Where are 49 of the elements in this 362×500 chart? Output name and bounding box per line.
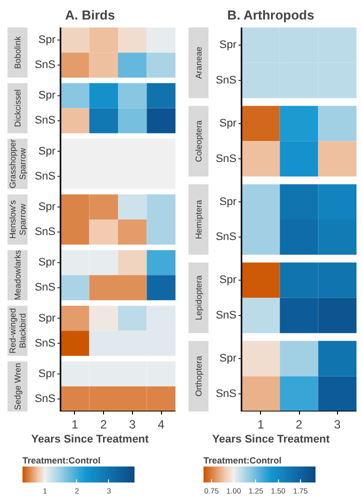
y-tick-label: SnS [216,152,237,165]
text: Henslow's Sparrow [8,200,28,239]
y-tick-label: SnS [216,74,237,86]
x-tick-label: 2 [296,418,303,432]
y-tick-label: SnS [34,170,56,182]
y-tick-label: SnS [34,392,56,405]
y-tick-label: Spr [219,274,237,286]
text: Coleoptera [194,120,204,162]
text: Hemiptera [194,200,204,240]
text: Meadowlarks [12,250,22,300]
text: Dickcissel [12,89,22,128]
chart-title: B. Arthropods [227,8,314,22]
y-tick-label: Spr [38,90,56,102]
y-tick-label: Spr [38,34,56,46]
y-tick-label: Spr [219,39,237,52]
y-tick-label: SnS [34,226,56,238]
x-tick-label: 3 [129,418,136,432]
y-tick-label: Spr [38,312,56,324]
y-tick-label: Spr [38,145,56,158]
text: Orthoptera [194,356,204,397]
x-tick-label: 3 [334,418,341,432]
y-tick-label: SnS [216,388,237,400]
y-tick-label: SnS [216,231,237,244]
y-tick-label: SnS [34,59,56,72]
x-tick-label: 2 [100,418,108,432]
x-axis-title: Years Since Treatment [212,434,330,446]
text: Sedge Wren [12,362,22,410]
y-tick-label: Spr [219,352,237,365]
x-axis-title: Years Since Treatment [31,434,150,446]
y-tick-label: Spr [38,368,56,380]
y-tick-label: SnS [34,114,56,127]
y-tick-label: Spr [38,256,56,269]
text: Lepidoptera [194,275,204,320]
chart-title: A. Birds [65,8,115,22]
text: Grasshopper Sparrow [8,139,28,188]
y-tick-label: Spr [219,196,237,208]
y-tick-label: SnS [34,282,56,294]
x-tick-label: 1 [257,418,264,432]
y-tick-label: SnS [216,310,237,322]
y-tick-label: Spr [219,118,237,130]
text: Araneae [194,46,204,79]
color-bar-title: Treatment:Control [204,456,282,466]
x-tick-label: 4 [158,418,165,432]
y-tick-label: SnS [34,337,56,350]
text: Bobolink [12,36,22,69]
x-tick-label: 1 [72,418,79,432]
text: Red-winged Blackbird [8,308,28,354]
y-tick-label: Spr [38,200,56,213]
color-bar-title: Treatment:Control [22,456,101,466]
